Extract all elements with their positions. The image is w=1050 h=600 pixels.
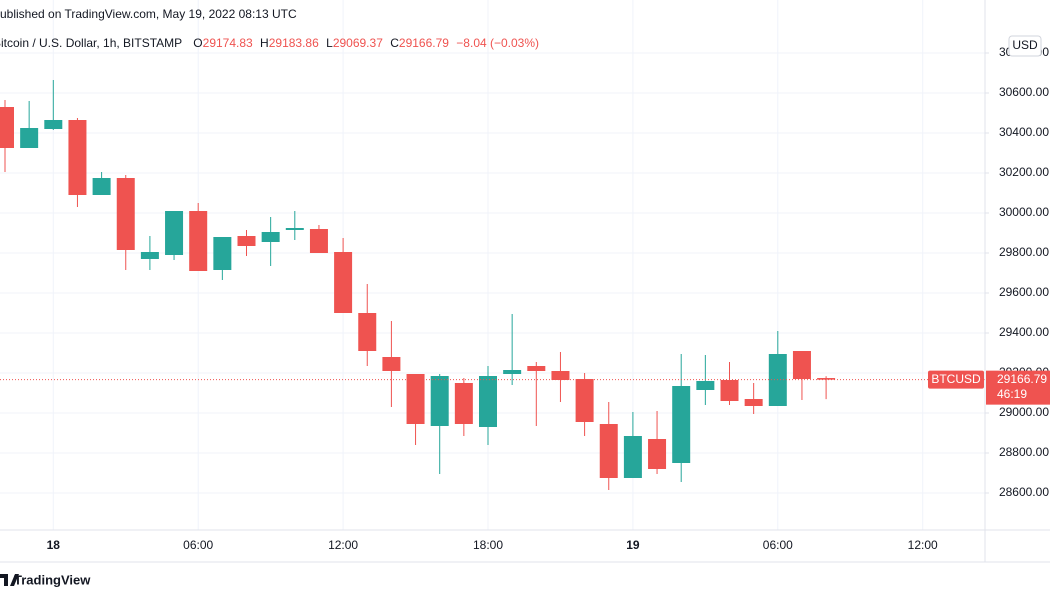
brand-logo[interactable] [0, 574, 19, 586]
y-tick-label: 30400.00 [999, 125, 1049, 139]
symbol-label-box [928, 370, 984, 389]
candle-body [623, 436, 642, 478]
x-tick-label: 12:00 [908, 538, 938, 552]
ohlc-value: 29174.83 [203, 36, 253, 50]
candle-body [672, 386, 691, 463]
candle-body [527, 366, 546, 371]
y-tick-label: 29600.00 [999, 285, 1049, 299]
ohlc-label: C [390, 36, 399, 50]
y-tick-label: 28800.00 [999, 445, 1049, 459]
y-tick-label: 29400.00 [999, 325, 1049, 339]
published-note: Published on TradingView.com, May 19, 20… [0, 7, 297, 21]
ohlc-value: 29069.37 [333, 36, 383, 50]
candle-body [430, 376, 449, 426]
y-tick-label: 28600.00 [999, 485, 1049, 499]
candle-body [648, 439, 667, 469]
legend-line: Bitcoin / U.S. Dollar, 1h, BITSTAMP O291… [0, 36, 539, 50]
x-tick-label: 19 [626, 538, 640, 552]
x-tick-label: 06:00 [763, 538, 793, 552]
candle-body [213, 237, 232, 270]
candle-body [382, 357, 401, 371]
candles [0, 80, 836, 490]
candle-body [575, 379, 594, 422]
candle-body [68, 120, 87, 195]
y-tick-label: 30600.00 [999, 85, 1049, 99]
candle-body [261, 232, 280, 242]
candle-body [140, 252, 159, 259]
candle-body [334, 252, 353, 313]
currency-button-box[interactable] [1008, 35, 1042, 57]
candle-body [696, 381, 715, 390]
candle-body [599, 424, 618, 478]
candle-body [720, 380, 739, 401]
candle-body [165, 211, 184, 255]
y-tick-label: 29800.00 [999, 245, 1049, 259]
candle-body [44, 120, 63, 129]
ohlc-value: 29183.86 [269, 36, 319, 50]
price-label-box [986, 370, 1050, 405]
candle-body [116, 178, 135, 250]
countdown-label: 46:19 [997, 387, 1027, 401]
x-tick-label: 12:00 [328, 538, 358, 552]
candle-body [406, 374, 425, 424]
candle-body [551, 371, 570, 380]
ohlc-value: 29166.79 [399, 36, 449, 50]
ohlc-label: L [326, 36, 333, 50]
candle-body [744, 399, 763, 406]
x-tick-label: 06:00 [183, 538, 213, 552]
y-tick-label: 30200.00 [999, 165, 1049, 179]
candle-body [237, 236, 256, 246]
brand[interactable]: TradingView [0, 572, 91, 587]
ohlc-label: O [193, 36, 202, 50]
candle-body [189, 211, 208, 271]
y-tick-label: 29000.00 [999, 405, 1049, 419]
price-label: 29166.79 [997, 372, 1047, 386]
candle-body [92, 178, 111, 195]
candle-body [792, 351, 811, 379]
candle-body [20, 128, 39, 148]
overlay: 28600.0028800.0029000.0029200.0029400.00… [0, 45, 1050, 552]
candle-body [0, 107, 14, 148]
x-tick-label: 18:00 [473, 538, 503, 552]
y-tick-label: 30000.00 [999, 205, 1049, 219]
symbol-label: BTCUSD [931, 372, 981, 386]
candle-body [454, 383, 473, 424]
candle-body [285, 228, 304, 230]
candle-body [309, 229, 328, 253]
candle-body [358, 313, 377, 351]
symbol-title: Bitcoin / U.S. Dollar, 1h, BITSTAMP [0, 36, 182, 50]
change: −8.04 (−0.03%) [456, 36, 539, 50]
candle-body [503, 370, 522, 374]
x-tick-label: 18 [47, 538, 61, 552]
candle-body [479, 376, 497, 427]
brand-name[interactable]: TradingView [14, 572, 91, 587]
currency-button[interactable]: USD [1008, 35, 1042, 57]
currency-button-label[interactable]: USD [1012, 38, 1038, 52]
ohlc-label: H [260, 36, 269, 50]
candle-body [817, 378, 836, 380]
